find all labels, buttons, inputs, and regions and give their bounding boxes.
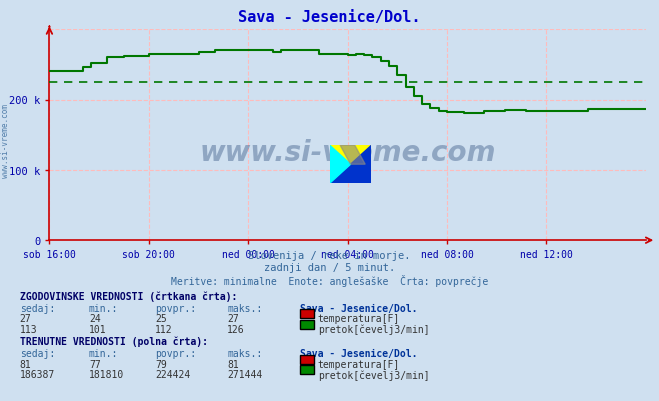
Polygon shape bbox=[340, 146, 365, 165]
Text: pretok[čevelj3/min]: pretok[čevelj3/min] bbox=[318, 324, 429, 334]
Text: www.si-vreme.com: www.si-vreme.com bbox=[1, 103, 10, 177]
Text: min.:: min.: bbox=[89, 303, 119, 313]
Text: maks.:: maks.: bbox=[227, 348, 262, 358]
Polygon shape bbox=[330, 146, 372, 184]
Text: min.:: min.: bbox=[89, 348, 119, 358]
Text: Sava - Jesenice/Dol.: Sava - Jesenice/Dol. bbox=[300, 303, 417, 313]
Text: 126: 126 bbox=[227, 324, 245, 334]
Text: 271444: 271444 bbox=[227, 369, 262, 379]
Text: Sava - Jesenice/Dol.: Sava - Jesenice/Dol. bbox=[239, 10, 420, 25]
Polygon shape bbox=[330, 146, 372, 184]
Text: sedaj:: sedaj: bbox=[20, 348, 55, 358]
Text: maks.:: maks.: bbox=[227, 303, 262, 313]
Text: 113: 113 bbox=[20, 324, 38, 334]
Text: TRENUTNE VREDNOSTI (polna črta):: TRENUTNE VREDNOSTI (polna črta): bbox=[20, 336, 208, 346]
Text: 79: 79 bbox=[155, 359, 167, 369]
Text: Meritve: minimalne  Enote: anglešaške  Črta: povprečje: Meritve: minimalne Enote: anglešaške Črt… bbox=[171, 275, 488, 287]
Text: 77: 77 bbox=[89, 359, 101, 369]
Text: 181810: 181810 bbox=[89, 369, 124, 379]
Text: zadnji dan / 5 minut.: zadnji dan / 5 minut. bbox=[264, 263, 395, 273]
Text: 27: 27 bbox=[227, 314, 239, 324]
Text: 224424: 224424 bbox=[155, 369, 190, 379]
Text: povpr.:: povpr.: bbox=[155, 348, 196, 358]
Polygon shape bbox=[330, 146, 351, 184]
Text: 112: 112 bbox=[155, 324, 173, 334]
Text: www.si-vreme.com: www.si-vreme.com bbox=[200, 138, 496, 166]
Text: 24: 24 bbox=[89, 314, 101, 324]
Text: sedaj:: sedaj: bbox=[20, 303, 55, 313]
Text: 101: 101 bbox=[89, 324, 107, 334]
Text: temperatura[F]: temperatura[F] bbox=[318, 314, 400, 324]
Text: 27: 27 bbox=[20, 314, 32, 324]
Text: 81: 81 bbox=[20, 359, 32, 369]
Text: 25: 25 bbox=[155, 314, 167, 324]
Text: Slovenija / reke in morje.: Slovenija / reke in morje. bbox=[248, 251, 411, 261]
Text: pretok[čevelj3/min]: pretok[čevelj3/min] bbox=[318, 369, 429, 380]
Text: povpr.:: povpr.: bbox=[155, 303, 196, 313]
Text: temperatura[F]: temperatura[F] bbox=[318, 359, 400, 369]
Text: 81: 81 bbox=[227, 359, 239, 369]
Text: Sava - Jesenice/Dol.: Sava - Jesenice/Dol. bbox=[300, 348, 417, 358]
Text: ZGODOVINSKE VREDNOSTI (črtkana črta):: ZGODOVINSKE VREDNOSTI (črtkana črta): bbox=[20, 291, 237, 301]
Text: 186387: 186387 bbox=[20, 369, 55, 379]
